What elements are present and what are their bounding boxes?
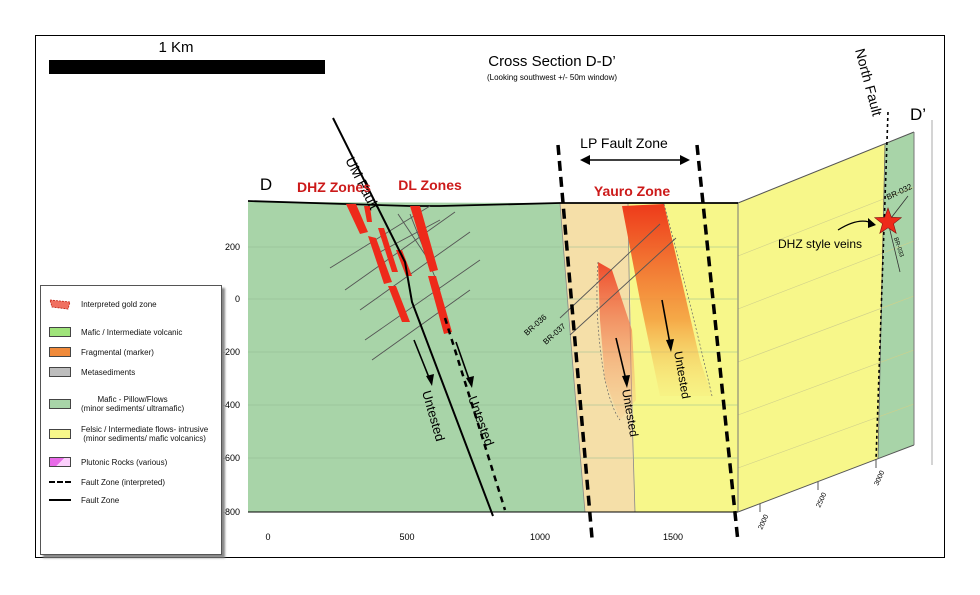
y-axis: 200 0 -200 -400 -600 -800 (222, 242, 240, 517)
arrow-head-2 (466, 376, 474, 388)
x-tick-1000: 1000 (530, 532, 550, 542)
inner-zone-outline (596, 261, 621, 421)
legend-label: Metasediments (81, 367, 136, 377)
lp-fault-east (695, 144, 740, 543)
arrow-untested-3 (615, 337, 627, 381)
legend-swatch (49, 327, 71, 337)
x-axis: 0 500 1000 1500 (265, 532, 683, 542)
dhz-veins-annotation: DHZ style veins (778, 237, 862, 251)
legend-label: Plutonic Rocks (various) (81, 457, 168, 467)
legend-label: Interpreted gold zone (81, 299, 157, 309)
legend-label: Fault Zone (interpreted) (81, 477, 166, 487)
yauro-zone-outline (663, 203, 713, 397)
gold-zone-swatch (49, 299, 71, 310)
arrow-head-1 (426, 374, 434, 386)
legend-item-fragmental: Fragmental (marker) (49, 344, 154, 360)
x-tick-1500: 1500 (663, 532, 683, 542)
legend-solid-line (49, 499, 71, 501)
section-subtitle: (Looking southwest +/- 50m window) (487, 73, 617, 82)
side-tick-3000: 3000 (873, 470, 886, 487)
side-panel-bottom-edge (737, 444, 915, 513)
legend-dashed-line (49, 481, 71, 483)
legend-label: Fault Zone (81, 495, 120, 505)
yauro-zone-label: Yauro Zone (594, 183, 670, 199)
y-tick-200: 200 (225, 242, 240, 252)
legend-label: Mafic - Pillow/Flows (minor sediments/ u… (81, 395, 185, 413)
legend-swatch (49, 399, 71, 409)
north-fault-label: North Fault (852, 47, 885, 118)
scale-bar (49, 60, 325, 74)
contact-line-west (559, 202, 586, 513)
legend-label: Felsic / Intermediate flows- intrusive (… (81, 425, 209, 443)
legend-item-felsic: Felsic / Intermediate flows- intrusive (… (49, 422, 208, 446)
y-tick-0: 0 (235, 294, 240, 304)
drillhole-br037 (569, 237, 677, 336)
legend-label: Fragmental (marker) (81, 347, 154, 357)
lp-arrow-head-left (580, 155, 590, 165)
legend-item-fault-interpreted: Fault Zone (interpreted) (49, 474, 165, 490)
y-tick-minus200: -200 (222, 347, 240, 357)
legend-item-mafic-pillow: Mafic - Pillow/Flows (minor sediments/ u… (49, 392, 184, 416)
legend-item-fault: Fault Zone (49, 492, 119, 508)
side-tick-2500: 2500 (815, 492, 828, 509)
north-fault-line (875, 111, 889, 461)
arrow-untested-4 (661, 299, 671, 345)
y-tick-minus800: -800 (222, 507, 240, 517)
scale-bar-label: 1 Km (158, 39, 193, 56)
mafic-unit-west (248, 202, 585, 512)
legend: Interpreted gold zone Mafic / Intermedia… (40, 285, 222, 555)
y-tick-minus400: -400 (222, 400, 240, 410)
section-end-d: D (260, 175, 272, 194)
yauro-gold-zone (622, 204, 712, 396)
lp-fault-west (556, 144, 594, 539)
legend-swatch (49, 347, 71, 357)
legend-item-gold: Interpreted gold zone (49, 296, 157, 312)
lp-arrow-head-right (680, 155, 690, 165)
legend-swatch (49, 429, 71, 439)
um-fault-interpreted (443, 317, 507, 511)
drillhole-br033 (887, 221, 901, 273)
legend-swatch (49, 457, 71, 467)
dhz-veins-star (873, 207, 903, 235)
side-axis-ticks (759, 460, 877, 512)
arrow-head-3 (622, 375, 630, 388)
dl-zones-label: DL Zones (398, 177, 462, 193)
dhz-zones-label: DHZ Zones (297, 179, 371, 195)
lp-fault-zone-label: LP Fault Zone (580, 135, 668, 151)
arrow-head-4 (666, 339, 674, 352)
legend-swatch (49, 367, 71, 377)
side-contact (877, 143, 886, 460)
legend-label: Mafic / Intermediate volcanic (81, 327, 183, 337)
arrow-untested-2 (455, 341, 471, 383)
x-tick-0: 0 (265, 532, 270, 542)
arrow-untested-1 (413, 339, 431, 381)
side-tick-2000: 2000 (757, 514, 770, 531)
x-tick-500: 500 (399, 532, 414, 542)
drillhole-br036 (559, 223, 661, 319)
legend-item-metasediments: Metasediments (49, 364, 135, 380)
um-fault-line (332, 117, 494, 517)
annotation-arrow-head (868, 218, 876, 228)
gold-zones-west (346, 204, 452, 334)
legend-item-plutonic: Plutonic Rocks (various) (49, 454, 167, 470)
section-title: Cross Section D-D’ (488, 53, 616, 70)
y-tick-minus600: -600 (222, 453, 240, 463)
section-end-d-prime: D’ (910, 105, 926, 124)
legend-item-mafic-volcanic: Mafic / Intermediate volcanic (49, 324, 182, 340)
side-panel-top-edge (737, 131, 915, 204)
